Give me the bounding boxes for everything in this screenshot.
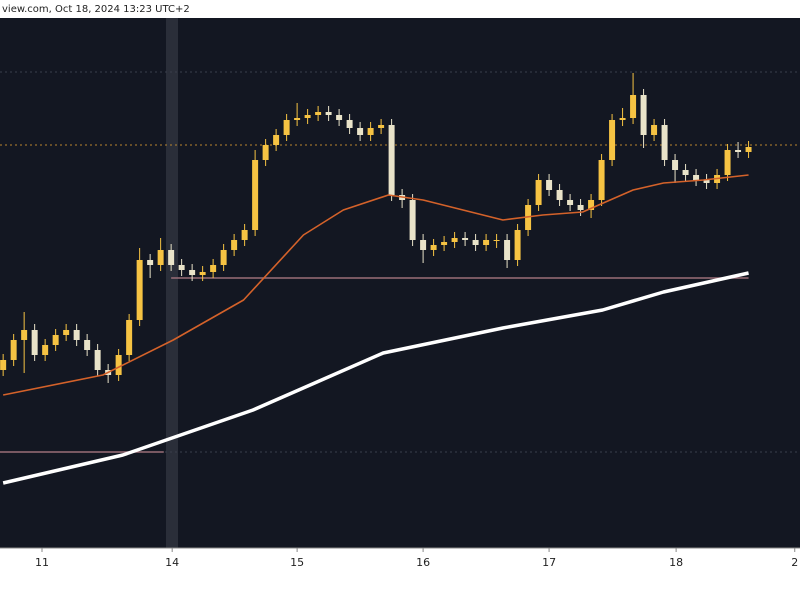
candle-body bbox=[42, 345, 49, 355]
candle-body bbox=[294, 118, 301, 120]
candle-body bbox=[724, 150, 731, 175]
candle-body bbox=[483, 240, 490, 245]
candle-body bbox=[220, 250, 227, 265]
candle-body bbox=[735, 150, 742, 152]
candle-body bbox=[367, 128, 374, 135]
candle-body bbox=[546, 180, 553, 190]
candle-body bbox=[420, 240, 427, 250]
candle-body bbox=[703, 180, 710, 183]
candle-body bbox=[115, 355, 122, 375]
candle-body bbox=[567, 200, 574, 205]
moving-average bbox=[2, 271, 749, 485]
candle-body bbox=[178, 265, 185, 270]
candle-body bbox=[52, 335, 59, 345]
candle-body bbox=[409, 200, 416, 240]
x-tick-label: 11 bbox=[35, 556, 49, 569]
candle-body bbox=[199, 272, 206, 275]
candle-body bbox=[21, 330, 28, 340]
candle-body bbox=[189, 270, 196, 275]
candle-body bbox=[346, 120, 353, 128]
candle-body bbox=[0, 360, 7, 370]
x-tick-label: 15 bbox=[290, 556, 304, 569]
candle-body bbox=[378, 125, 385, 128]
plot-bg bbox=[0, 18, 800, 548]
candle-body bbox=[682, 170, 689, 175]
candle-body bbox=[672, 160, 679, 170]
x-tick-label: 18 bbox=[669, 556, 683, 569]
candle-body bbox=[31, 330, 38, 355]
candle-body bbox=[745, 147, 752, 152]
candle-body bbox=[357, 128, 364, 135]
candle-body bbox=[63, 330, 70, 335]
candle-body bbox=[388, 125, 395, 195]
candle-body bbox=[556, 190, 563, 200]
candle-body bbox=[535, 180, 542, 205]
header-text: view.com, Oct 18, 2024 13:23 UTC+2 bbox=[2, 4, 190, 15]
candle-body bbox=[630, 95, 637, 118]
candle-body bbox=[325, 112, 332, 115]
candle-body bbox=[304, 115, 311, 118]
candle-body bbox=[609, 120, 616, 160]
candle-body bbox=[136, 260, 143, 320]
candle-body bbox=[693, 175, 700, 180]
candle-body bbox=[472, 240, 479, 245]
candle-body bbox=[252, 160, 259, 230]
candle-body bbox=[10, 340, 17, 360]
moving-average bbox=[2, 174, 749, 396]
candle-body bbox=[577, 205, 584, 210]
candle-body bbox=[430, 245, 437, 250]
candle-body bbox=[514, 230, 521, 260]
x-tick-label: 14 bbox=[165, 556, 179, 569]
candle-body bbox=[504, 240, 511, 260]
candle-body bbox=[441, 242, 448, 245]
candle-body bbox=[73, 330, 80, 340]
candle-body bbox=[661, 125, 668, 160]
candle-body bbox=[262, 145, 269, 160]
candle-body bbox=[640, 95, 647, 135]
candle-body bbox=[598, 160, 605, 200]
candle-body bbox=[94, 350, 101, 370]
session-band bbox=[166, 18, 178, 548]
candle-body bbox=[273, 135, 280, 145]
candle-body bbox=[157, 250, 164, 265]
x-tick-label: 2 bbox=[791, 556, 798, 569]
x-tick-label: 16 bbox=[416, 556, 430, 569]
candle-body bbox=[147, 260, 154, 265]
candle-body bbox=[315, 112, 322, 115]
candle-body bbox=[619, 118, 626, 120]
candle-body bbox=[84, 340, 91, 350]
candle-body bbox=[231, 240, 238, 250]
candle-body bbox=[588, 200, 595, 210]
candle-body bbox=[493, 240, 500, 241]
candle-body bbox=[210, 265, 217, 272]
candle-body bbox=[126, 320, 133, 355]
x-tick-label: 17 bbox=[542, 556, 556, 569]
candle-body bbox=[451, 238, 458, 242]
candle-body bbox=[336, 115, 343, 120]
candle-body bbox=[283, 120, 290, 135]
candle-body bbox=[241, 230, 248, 240]
candle-body bbox=[462, 238, 469, 240]
candle-body bbox=[651, 125, 658, 135]
candle-body bbox=[168, 250, 175, 265]
